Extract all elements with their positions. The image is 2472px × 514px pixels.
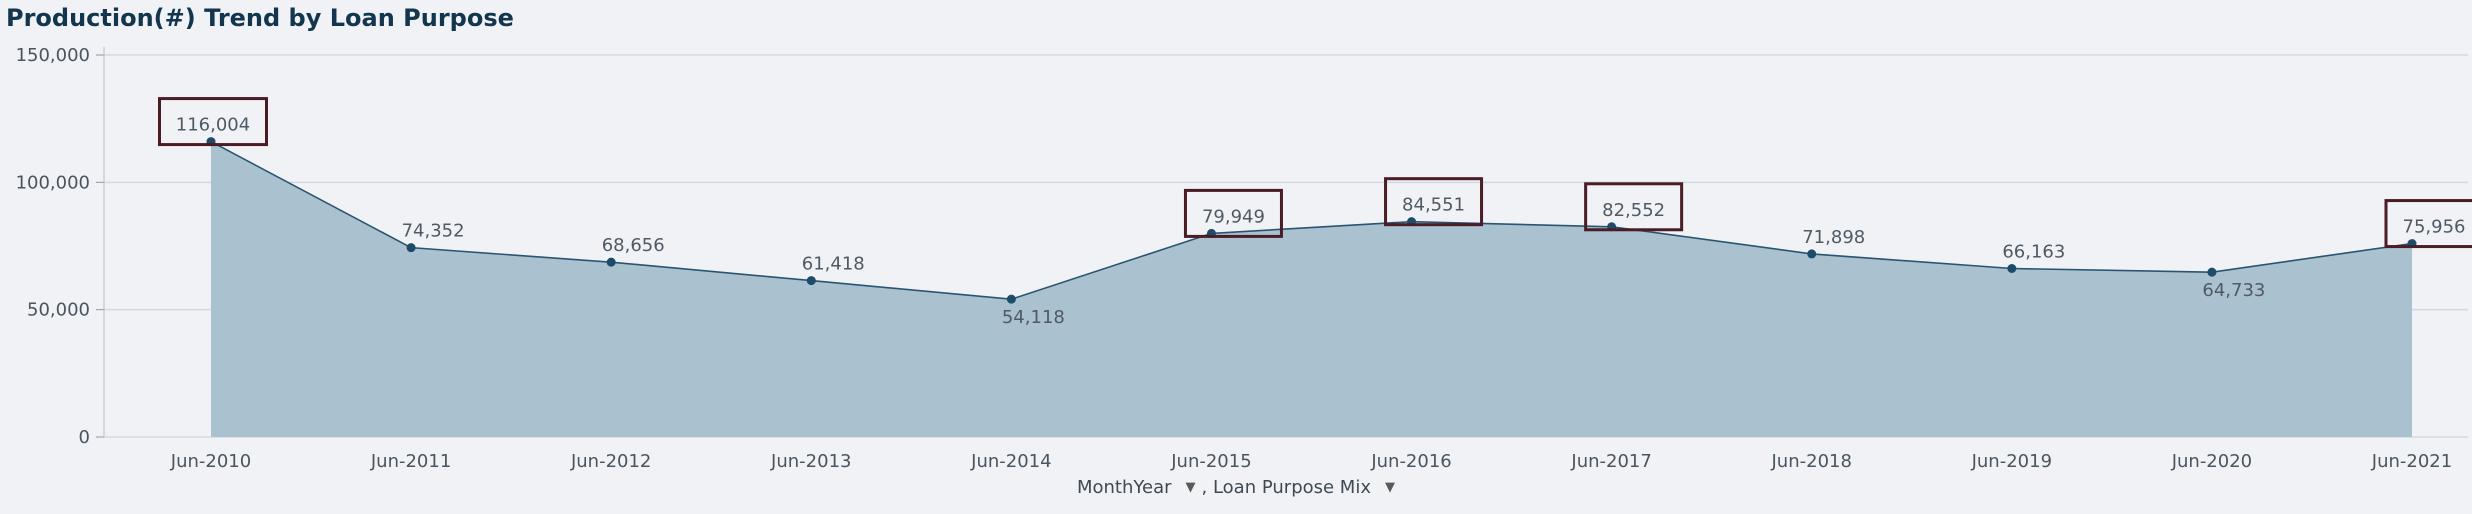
caret-down-icon[interactable]: ▼: [1385, 480, 1395, 495]
highlight-box: [1584, 182, 1684, 232]
dimension-controls: MonthYear ▼ , Loan Purpose Mix ▼: [0, 477, 2472, 498]
data-label: 75,956: [2403, 217, 2466, 238]
x-tick-label: Jun-2018: [1771, 451, 1852, 472]
caret-down-icon[interactable]: ▼: [1185, 480, 1196, 495]
y-tick-label: 50,000: [27, 300, 90, 321]
highlight-box: [158, 97, 268, 147]
x-tick-label: Jun-2016: [1370, 451, 1451, 472]
area-fill: [211, 141, 2412, 437]
data-point[interactable]: [2007, 264, 2017, 274]
highlight-box: [1183, 188, 1283, 238]
x-tick-label: Jun-2019: [1971, 451, 2052, 472]
x-tick-label: Jun-2011: [370, 451, 451, 472]
y-axis: 0 50,000 100,000 150,000: [16, 45, 105, 448]
data-label: 84,551: [1402, 195, 1465, 216]
x-tick-label: Jun-2010: [170, 451, 251, 472]
loan-purpose-dimension-button[interactable]: , Loan Purpose Mix ▼: [1202, 477, 1395, 498]
x-tick-label: Jun-2014: [970, 451, 1051, 472]
data-point[interactable]: [606, 257, 616, 267]
data-labels: 116,004 74,352 68,656 61,418 54,118 79,949 84,…: [158, 97, 2472, 328]
series-line: [210, 140, 2413, 300]
data-label: 79,949: [1202, 206, 1265, 227]
highlight-box: [2384, 199, 2472, 249]
loan-purpose-label: , Loan Purpose Mix: [1201, 477, 1371, 498]
data-point[interactable]: [806, 276, 816, 286]
data-label: 54,118: [1002, 307, 1065, 328]
x-tick-label: Jun-2020: [2171, 451, 2252, 472]
x-tick-label: Jun-2021: [2371, 451, 2452, 472]
data-label: 66,163: [2002, 242, 2065, 263]
data-point[interactable]: [1006, 294, 1016, 304]
monthyear-dimension-button[interactable]: MonthYear ▼: [1077, 477, 1196, 498]
chart-title: Production(#) Trend by Loan Purpose: [6, 4, 514, 32]
data-label: 82,552: [1602, 200, 1665, 221]
x-tick-label: Jun-2012: [570, 451, 651, 472]
data-point[interactable]: [1807, 249, 1817, 259]
y-tick-label: 0: [79, 427, 90, 448]
data-point[interactable]: [2207, 267, 2217, 277]
x-tick-label: Jun-2015: [1170, 451, 1251, 472]
y-tick-label: 100,000: [16, 172, 90, 193]
data-label: 71,898: [1802, 227, 1865, 248]
data-label: 61,418: [802, 254, 865, 275]
x-tick-label: Jun-2013: [770, 451, 851, 472]
data-label: 116,004: [176, 115, 250, 136]
y-tick-label: 150,000: [16, 45, 90, 66]
data-label: 68,656: [602, 235, 665, 256]
data-label: 64,733: [2202, 280, 2265, 301]
data-label: 74,352: [402, 221, 465, 242]
data-point[interactable]: [406, 243, 416, 253]
highlight-box: [1384, 177, 1484, 227]
monthyear-label: MonthYear: [1076, 477, 1172, 498]
x-axis: Jun-2010 Jun-2011 Jun-2012 Jun-2013 Jun-2014…: [170, 451, 2452, 472]
x-tick-label: Jun-2017: [1570, 451, 1651, 472]
